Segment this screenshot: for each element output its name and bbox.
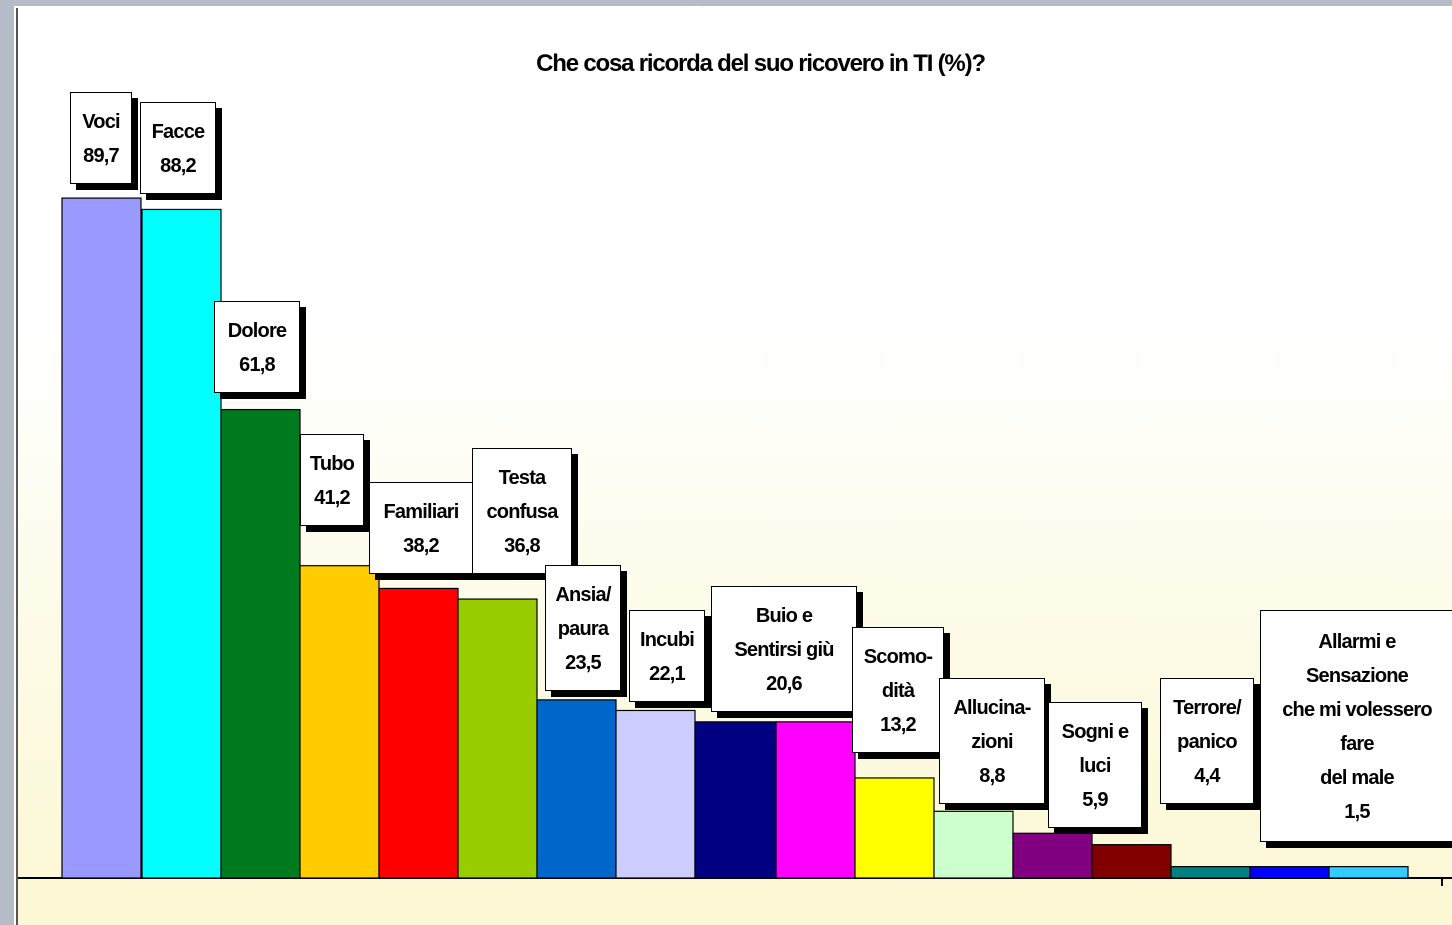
data-label-line: confusa: [486, 501, 558, 523]
bar-14: [1091, 844, 1172, 879]
bar-1: [61, 197, 142, 879]
data-label-line: 88,2: [160, 155, 197, 177]
data-label-line: Sensazione: [1305, 665, 1409, 687]
bar-8: [615, 709, 696, 879]
data-label-8: Incubi 22,1: [629, 610, 705, 702]
data-label-line: 4,4: [1194, 765, 1220, 787]
data-label-7: Ansia/paura 23,5: [545, 565, 621, 691]
bar-15: [1170, 866, 1251, 879]
data-label-line: Terrore/: [1173, 697, 1242, 719]
data-label-line: Scomo-: [863, 646, 933, 668]
data-label-line: dità: [881, 680, 915, 702]
chart-svg: [18, 197, 1452, 886]
bar-2: [141, 208, 222, 879]
data-label-line: 22,1: [649, 663, 686, 685]
bar-7: [536, 699, 617, 879]
data-label-line: Sentirsi giù: [734, 639, 834, 661]
bar-16: [1249, 866, 1330, 879]
data-label-4: Tubo 41,2: [300, 434, 364, 526]
bar-13: [1012, 832, 1093, 879]
data-label-line: fare: [1340, 733, 1374, 755]
data-label-line: Tubo: [309, 453, 355, 475]
data-label-line: 8,8: [979, 765, 1005, 787]
data-label-line: Voci: [82, 111, 120, 133]
data-label-line: che mi volessero: [1282, 699, 1432, 721]
data-label-line: Incubi: [639, 629, 695, 651]
bar-5: [378, 587, 459, 879]
bar-11: [854, 777, 935, 879]
data-label-line: zioni: [971, 731, 1013, 753]
data-label-line: 38,2: [403, 535, 440, 557]
chart-area: Che cosa ricorda del suo ricovero in TI …: [16, 8, 1452, 925]
data-label-line: Buio e: [755, 605, 813, 627]
data-label-line: Dolore: [227, 320, 287, 342]
data-label-line: luci: [1079, 755, 1111, 777]
data-label-12: Sogni e luci 5,9: [1048, 702, 1142, 828]
data-label-line: del male: [1320, 767, 1394, 789]
bar-12: [933, 810, 1014, 879]
data-label-line: paura: [557, 618, 609, 640]
data-label-line: 5,9: [1082, 789, 1108, 811]
chart-title: Che cosa ricorda del suo ricovero in TI …: [536, 50, 986, 77]
data-label-10: Scomo-dità 13,2: [852, 627, 944, 753]
data-label-line: Familiari: [383, 501, 459, 523]
data-label-5: Familiari 38,2: [369, 482, 473, 574]
data-label-line: Testa: [498, 467, 547, 489]
data-label-1: Voci 89,7: [70, 92, 132, 184]
data-label-6: Testa confusa 36,8: [472, 448, 572, 574]
data-label-13: Terrore/panico 4,4: [1160, 678, 1254, 804]
data-label-line: Ansia/: [555, 584, 611, 606]
data-label-line: Sogni e: [1061, 721, 1129, 743]
bar-10: [775, 721, 856, 879]
data-label-3: Dolore 61,8: [214, 301, 300, 393]
data-label-2: Facce 88,2: [140, 102, 216, 194]
data-label-line: 89,7: [83, 145, 120, 167]
data-label-line: 36,8: [504, 535, 541, 557]
bar-9: [694, 721, 777, 879]
bar-4: [299, 565, 380, 879]
bar-3: [220, 408, 301, 879]
data-label-line: Allucina-: [953, 697, 1031, 719]
data-label-line: 20,6: [766, 673, 803, 695]
data-label-line: 61,8: [239, 354, 276, 376]
data-label-line: 23,5: [565, 652, 602, 674]
data-label-line: 41,2: [314, 487, 351, 509]
data-label-line: 1,5: [1344, 801, 1370, 823]
data-label-9: Buio e Sentirsi giù 20,6: [711, 586, 857, 712]
data-label-line: Facce: [151, 121, 206, 143]
bar-17: [1328, 866, 1409, 879]
data-label-line: 13,2: [880, 714, 917, 736]
data-label-11: Allucina-zioni 8,8: [939, 678, 1045, 804]
data-label-14: Allarmi e Sensazione che mi volessero fare d…: [1260, 610, 1452, 842]
data-label-line: Allarmi e: [1318, 631, 1396, 653]
data-label-line: panico: [1177, 731, 1237, 753]
bar-6: [457, 598, 538, 879]
